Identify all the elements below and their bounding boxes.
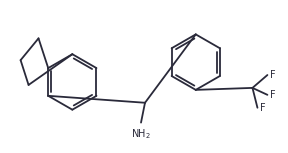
Text: F: F bbox=[270, 90, 276, 100]
Text: NH$_2$: NH$_2$ bbox=[131, 128, 151, 141]
Text: F: F bbox=[270, 70, 276, 80]
Text: F: F bbox=[260, 103, 266, 113]
